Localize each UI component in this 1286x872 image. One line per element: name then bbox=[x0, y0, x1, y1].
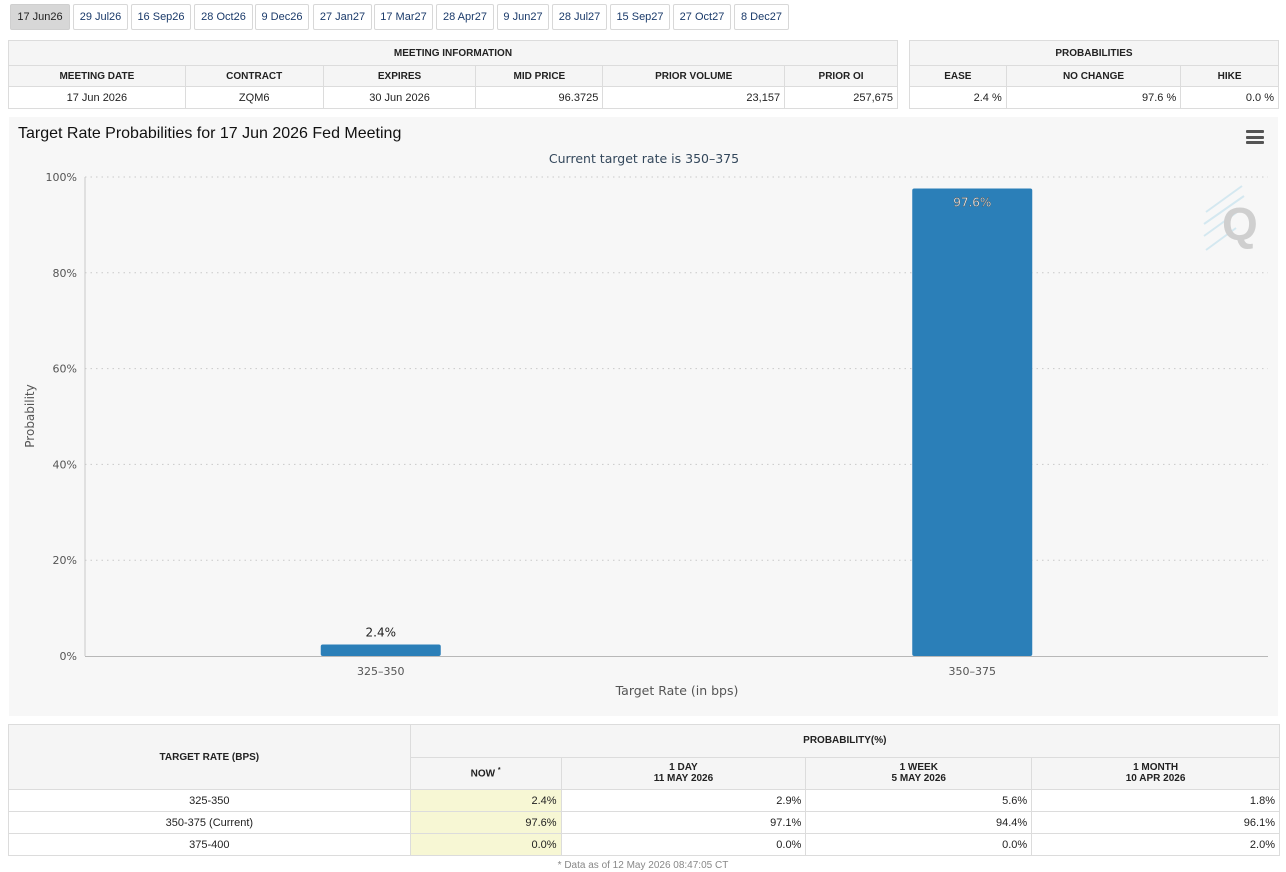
meeting-date-value: 17 Jun 2026 bbox=[8, 86, 186, 109]
tab-28-apr27[interactable]: 28 Apr27 bbox=[436, 4, 494, 30]
col-now: NOW * bbox=[409, 756, 562, 790]
tab-17-jun26[interactable]: 17 Jun26 bbox=[10, 4, 70, 30]
tab-9-jun27[interactable]: 9 Jun27 bbox=[497, 4, 549, 30]
tab-28-jul27[interactable]: 28 Jul27 bbox=[552, 4, 607, 30]
svg-text:Q: Q bbox=[1222, 198, 1258, 250]
y-axis-ticks: 0% 20% 40% 60% 80% 100% bbox=[46, 171, 77, 663]
probabilities-table: PROBABILITIES EASE NO CHANGE HIKE 2.4 % … bbox=[909, 40, 1279, 109]
data-labels: 2.4% 97.6% bbox=[366, 195, 992, 639]
week-cell: 94.4% bbox=[805, 811, 1033, 834]
y-tick-label: 20% bbox=[53, 554, 77, 567]
meeting-info-title: MEETING INFORMATION bbox=[8, 40, 898, 66]
chart-subtitle: Current target rate is 350–375 bbox=[549, 151, 739, 166]
month-cell: 1.8% bbox=[1031, 789, 1280, 812]
tab-9-dec26[interactable]: 9 Dec26 bbox=[255, 4, 309, 30]
table-row: 375-400 0.0% 0.0% 0.0% 2.0% bbox=[8, 833, 1280, 856]
tab-28-oct26[interactable]: 28 Oct26 bbox=[194, 4, 253, 30]
tab-29-jul26[interactable]: 29 Jul26 bbox=[73, 4, 128, 30]
q-logo-icon: Q bbox=[1203, 185, 1258, 251]
probability-history-table: TARGET RATE (BPS) PROBABILITY(%) NOW * 1… bbox=[8, 724, 1281, 856]
probabilities-title: PROBABILITIES bbox=[909, 40, 1279, 66]
rate-cell: 350-375 (Current) bbox=[8, 811, 411, 834]
rate-cell: 325-350 bbox=[8, 789, 411, 812]
chart-grid bbox=[84, 176, 1268, 657]
hamburger-menu-icon[interactable] bbox=[1246, 130, 1264, 144]
tab-16-sep26[interactable]: 16 Sep26 bbox=[131, 4, 191, 30]
mid-price-value: 96.3725 bbox=[475, 86, 604, 109]
y-tick-label: 0% bbox=[60, 650, 77, 663]
col-meeting-date: MEETING DATE bbox=[8, 65, 186, 87]
col-1-day: 1 DAY 11 MAY 2026 bbox=[560, 756, 807, 790]
day-cell: 97.1% bbox=[560, 811, 807, 834]
data-label: 2.4% bbox=[366, 626, 397, 640]
hike-value: 0.0 % bbox=[1180, 86, 1279, 109]
x-axis-ticks: 325–350 350–375 bbox=[357, 665, 996, 678]
week-cell: 0.0% bbox=[805, 833, 1033, 856]
probability-group-header: PROBABILITY(%) bbox=[409, 724, 1281, 758]
now-cell: 97.6% bbox=[409, 811, 562, 834]
col-no-change: NO CHANGE bbox=[1005, 65, 1182, 87]
bar bbox=[320, 644, 441, 656]
col-ease: EASE bbox=[909, 65, 1007, 87]
meeting-information-table: MEETING INFORMATION MEETING DATE CONTRAC… bbox=[8, 40, 898, 109]
tab-15-sep27[interactable]: 15 Sep27 bbox=[610, 4, 670, 30]
expires-value: 30 Jun 2026 bbox=[322, 86, 477, 109]
y-tick-label: 40% bbox=[53, 458, 77, 471]
month-cell: 2.0% bbox=[1031, 833, 1280, 856]
col-1-month: 1 MONTH 10 APR 2026 bbox=[1031, 756, 1280, 790]
contract-value: ZQM6 bbox=[184, 86, 324, 109]
y-tick-label: 80% bbox=[53, 267, 77, 280]
tab-27-oct27[interactable]: 27 Oct27 bbox=[673, 4, 731, 30]
bar bbox=[912, 188, 1033, 656]
now-cell: 0.0% bbox=[409, 833, 562, 856]
month-cell: 96.1% bbox=[1031, 811, 1280, 834]
chart-bars bbox=[320, 188, 1033, 656]
tab-8-dec27[interactable]: 8 Dec27 bbox=[734, 4, 789, 30]
target-rate-header: TARGET RATE (BPS) bbox=[8, 724, 411, 790]
rate-cell: 375-400 bbox=[8, 833, 411, 856]
tab-17-mar27[interactable]: 17 Mar27 bbox=[374, 4, 433, 30]
target-rate-chart: 0% 20% 40% 60% 80% 100% 325–350 350–375 2.4% 97… bbox=[23, 151, 1268, 698]
table-row: 325-350 2.4% 2.9% 5.6% 1.8% bbox=[8, 789, 1280, 812]
day-cell: 2.9% bbox=[560, 789, 807, 812]
col-1-week: 1 WEEK 5 MAY 2026 bbox=[805, 756, 1033, 790]
y-tick-label: 60% bbox=[53, 363, 77, 376]
col-contract: CONTRACT bbox=[184, 65, 324, 87]
chart-panel bbox=[9, 117, 1278, 716]
chart-title: Target Rate Probabilities for 17 Jun 202… bbox=[18, 125, 402, 142]
col-hike: HIKE bbox=[1180, 65, 1279, 87]
y-axis-title: Probability bbox=[23, 384, 37, 447]
table-row: 350-375 (Current) 97.6% 97.1% 94.4% 96.1… bbox=[8, 811, 1280, 834]
no-change-value: 97.6 % bbox=[1005, 86, 1182, 109]
x-axis-title: Target Rate (in bps) bbox=[615, 683, 739, 698]
data-label: 97.6% bbox=[953, 195, 991, 209]
col-prior-oi: PRIOR OI bbox=[784, 65, 898, 87]
data-timestamp-footnote: * Data as of 12 May 2026 08:47:05 CT bbox=[557, 860, 729, 871]
x-tick-label: 350–375 bbox=[949, 665, 997, 678]
x-tick-label: 325–350 bbox=[357, 665, 405, 678]
day-cell: 0.0% bbox=[560, 833, 807, 856]
now-cell: 2.4% bbox=[409, 789, 562, 812]
tab-27-jan27[interactable]: 27 Jan27 bbox=[313, 4, 372, 30]
week-cell: 5.6% bbox=[805, 789, 1033, 812]
prior-volume-value: 23,157 bbox=[602, 86, 786, 109]
prior-oi-value: 257,675 bbox=[784, 86, 898, 109]
y-tick-label: 100% bbox=[46, 171, 77, 184]
ease-value: 2.4 % bbox=[909, 86, 1007, 109]
